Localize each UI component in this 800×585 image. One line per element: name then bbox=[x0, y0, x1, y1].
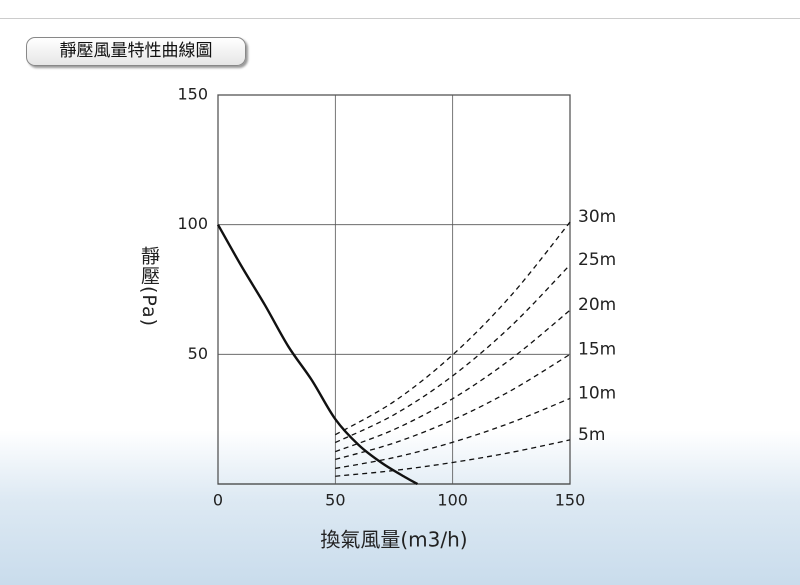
x-tick-label: 150 bbox=[555, 491, 586, 510]
y-axis-label: 靜壓(Pa) bbox=[138, 246, 160, 328]
y-tick-label: 50 bbox=[188, 344, 208, 363]
line bbox=[335, 397, 571, 470]
legend-label: 15m bbox=[578, 339, 616, 359]
legend-label: 20m bbox=[578, 295, 616, 315]
legend-label: 5m bbox=[578, 425, 605, 445]
line bbox=[335, 439, 571, 477]
legend-label: 25m bbox=[578, 250, 616, 270]
plot-area bbox=[217, 94, 571, 485]
line bbox=[335, 264, 571, 444]
chart-title: 靜壓風量特性曲線圖 bbox=[26, 37, 246, 66]
x-tick-label: 0 bbox=[213, 491, 223, 510]
y-tick-label: 100 bbox=[177, 214, 208, 233]
line bbox=[335, 309, 571, 453]
line bbox=[216, 224, 419, 486]
legend-label: 30m bbox=[578, 207, 616, 227]
line bbox=[335, 221, 571, 436]
y-tick-label: 150 bbox=[177, 85, 208, 104]
divider bbox=[0, 18, 800, 19]
x-tick-label: 50 bbox=[325, 491, 345, 510]
x-tick-label: 100 bbox=[437, 491, 468, 510]
x-axis-label: 換氣風量(m3/h) bbox=[320, 528, 467, 552]
legend-label: 10m bbox=[578, 383, 616, 403]
